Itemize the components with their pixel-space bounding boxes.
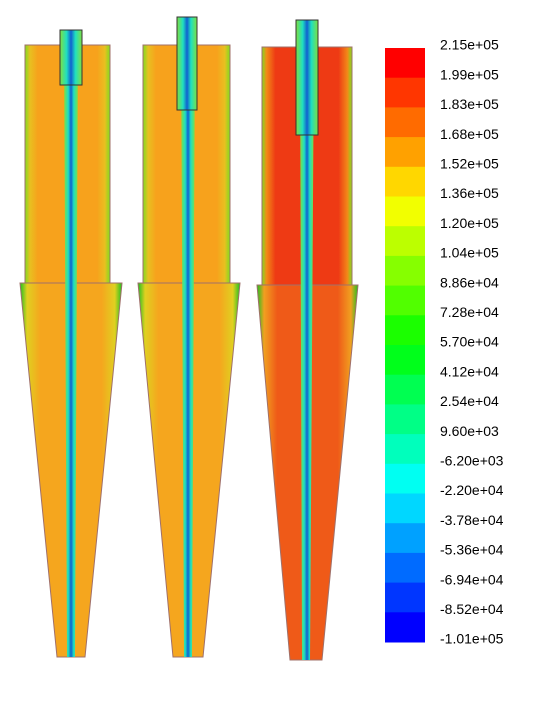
colorbar-band	[385, 463, 425, 494]
colorbar-band	[385, 77, 425, 108]
colorbar-label: -2.20e+04	[440, 482, 504, 498]
colorbar-band	[385, 226, 425, 257]
colorbar: 2.15e+05 1.99e+05 1.83e+05 1.68e+05 1.52e+05…	[385, 37, 504, 647]
colorbar-label: 1.68e+05	[440, 126, 499, 142]
colorbar-label: -6.94e+04	[440, 571, 504, 587]
colorbar-label: 2.54e+04	[440, 393, 499, 409]
colorbar-label: 1.36e+05	[440, 185, 499, 201]
colorbar-band	[385, 552, 425, 584]
colorbar-band	[385, 285, 425, 316]
colorbar-band	[385, 255, 425, 287]
colorbar-label: 7.28e+04	[440, 304, 499, 320]
cyclone-2	[137, 16, 241, 658]
colorbar-label: 1.52e+05	[440, 156, 499, 172]
colorbar-band	[385, 196, 425, 227]
colorbar-band	[385, 404, 425, 435]
colorbar-band	[385, 315, 425, 346]
colorbar-band	[385, 345, 425, 376]
colorbar-band	[385, 166, 425, 197]
colorbar-label: -8.52e+04	[440, 601, 504, 617]
colorbar-band	[385, 612, 425, 643]
colorbar-label: 8.86e+04	[440, 274, 499, 290]
colorbar-band	[385, 434, 425, 465]
cyclone-1	[19, 29, 123, 658]
colorbar-label: 4.12e+04	[440, 363, 499, 379]
colorbar-label: 1.99e+05	[440, 66, 499, 82]
colorbar-label: -6.20e+03	[440, 453, 504, 469]
colorbar-band	[385, 493, 425, 524]
colorbar-band	[385, 48, 425, 79]
colorbar-band	[385, 523, 425, 554]
colorbar-label: 2.15e+05	[440, 37, 499, 53]
colorbar-label: 1.20e+05	[440, 215, 499, 231]
colorbar-band	[385, 107, 425, 138]
colorbar-band	[385, 137, 425, 168]
colorbar-band	[385, 374, 425, 405]
colorbar-label: -5.36e+04	[440, 542, 504, 558]
colorbar-label: 1.83e+05	[440, 96, 499, 112]
colorbar-label: -3.78e+04	[440, 512, 504, 528]
colorbar-label: 1.04e+05	[440, 245, 499, 261]
colorbar-band	[385, 582, 425, 613]
colorbar-label: 5.70e+04	[440, 334, 499, 350]
colorbar-label: -1.01e+05	[440, 631, 504, 647]
cyclone-3	[256, 19, 359, 661]
colorbar-label: 9.60e+03	[440, 423, 499, 439]
